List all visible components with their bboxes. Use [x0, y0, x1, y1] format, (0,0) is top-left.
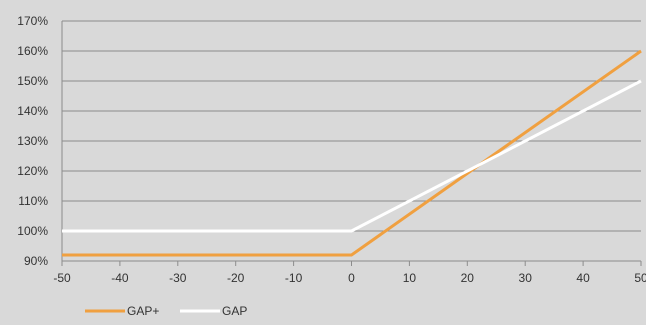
y-tick-label: 140% — [17, 104, 48, 118]
x-tick-label: -10 — [285, 271, 303, 285]
y-tick-label: 160% — [17, 44, 48, 58]
x-tick-label: 40 — [576, 271, 590, 285]
x-tick-label: 20 — [461, 271, 475, 285]
legend-label: GAP+ — [127, 304, 159, 318]
y-tick-labels: 90% 100% 110% 120% 130% 140% 150% 160% 170% — [17, 14, 48, 268]
series-lines — [62, 49, 642, 257]
gridlines — [62, 20, 641, 262]
x-tick-label: -40 — [111, 271, 129, 285]
y-tick-label: 100% — [17, 224, 48, 238]
y-tick-label: 150% — [17, 74, 48, 88]
series-line-gap — [62, 79, 642, 233]
x-tick-label: -20 — [227, 271, 245, 285]
x-tick-label: -30 — [169, 271, 187, 285]
x-tick-label: -50 — [53, 271, 71, 285]
legend-label: GAP — [222, 304, 247, 318]
x-tick-label: 10 — [403, 271, 417, 285]
y-tick-label: 110% — [18, 194, 48, 208]
y-tick-label: 170% — [17, 14, 48, 28]
axes — [61, 21, 642, 266]
y-tick-label: 90% — [24, 254, 48, 268]
x-tick-labels: -50 -40 -30 -20 -10 0 10 20 30 40 50 — [53, 271, 646, 285]
y-tick-label: 130% — [17, 134, 48, 148]
series-line-gap — [62, 49, 642, 257]
y-tick-label: 120% — [17, 164, 48, 178]
x-tick-label: 0 — [348, 271, 355, 285]
x-tick-label: 30 — [519, 271, 533, 285]
x-tick-label: 50 — [634, 271, 646, 285]
legend: GAP+ GAP — [85, 304, 247, 318]
